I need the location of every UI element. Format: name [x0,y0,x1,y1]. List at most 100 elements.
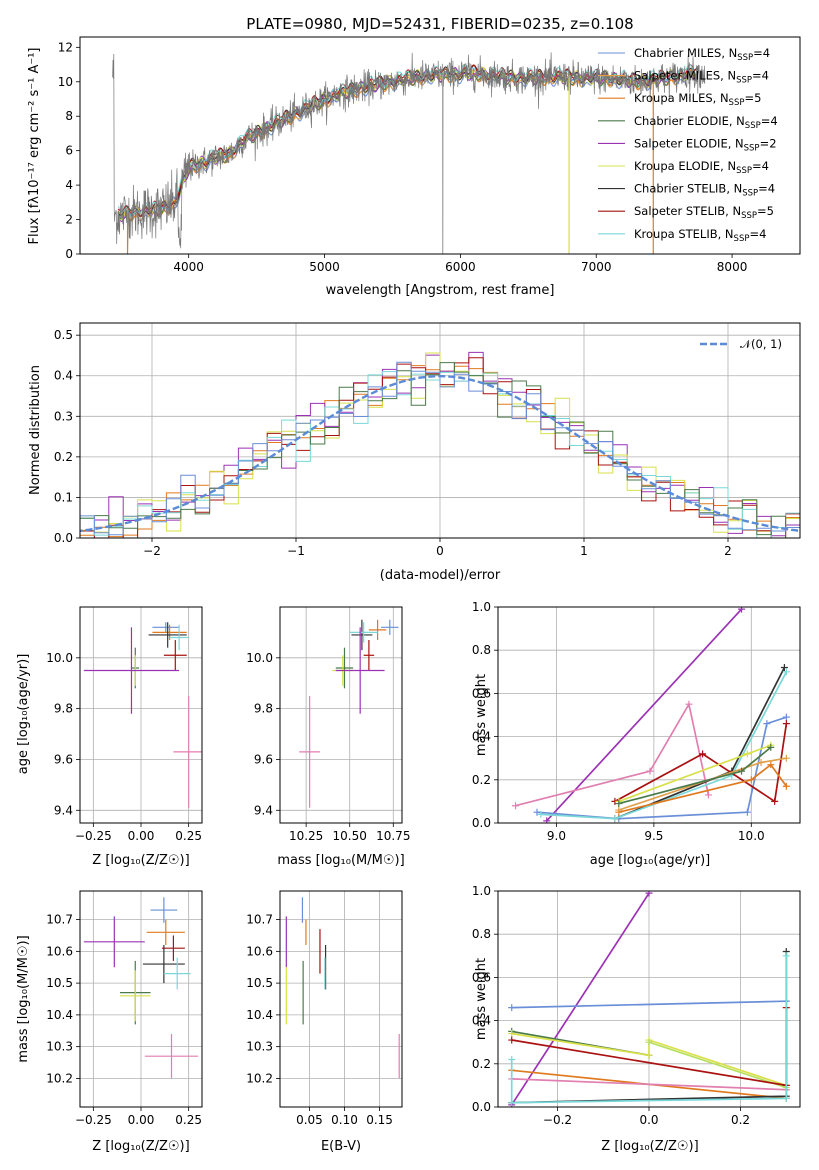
weight-marker [767,743,775,751]
legend-subscript: SSP [742,189,758,199]
legend-label: Salpeter MILES, NSSP=4 [634,69,769,86]
y-tick-label: 1.0 [472,884,491,898]
x-tick-label: 0.00 [128,1113,155,1127]
plot-marks [508,891,790,1107]
weight-marker [782,782,790,790]
legend-subscript: SSP [734,234,750,244]
y-tick-label: 0.0 [54,531,73,545]
y-tick-label: 0.3 [54,409,73,423]
weight-marker [615,800,623,808]
x-tick-label: −1 [287,544,305,558]
y-tick-label: 10.0 [246,651,273,665]
legend-label: Chabrier STELIB, NSSP=4 [634,182,775,199]
y-tick-label: 10.6 [46,944,73,958]
x-tick-label: −0.2 [543,1113,572,1127]
axes-frame [79,890,203,1108]
weight-marker [767,761,775,769]
weight-marker [508,1099,516,1107]
weight-marker [537,810,545,818]
z-age-panel: −0.25 0.00 0.25 9.4 9.6 9.8 10.0 [46,606,203,843]
legend-suffix: =5 [757,204,774,218]
x-tick-label: 0.10 [331,1113,358,1127]
legend-subscript: SSP [745,121,761,131]
x-tick-label: 2 [724,544,732,558]
weight-marker [782,713,790,721]
y-tick-label: 0.4 [472,730,491,744]
weight-line-1 [510,892,650,1106]
y-tick-label: 10 [58,75,73,89]
y-tick-label: 10.2 [46,1071,73,1085]
weight-marker [611,815,619,823]
plot-marks [83,622,202,808]
z-mass-ylabel: mass [log₁₀(M/M☉)] [16,935,31,1062]
ebv-mass-xlabel: E(B-V) [321,1139,361,1154]
spectrum-panel: PLATE=0980, MJD=52431, FIBERID=0235, z=0… [27,15,801,298]
plot-marks [83,897,199,1079]
ebv-mass-panel: 0.05 0.10 0.15 10.2 10.3 10.4 10.5 10.6 10.7 [246,890,403,1127]
weight-marker [743,808,751,816]
y-tick-label: 0.6 [472,970,491,984]
residuals-panel: −2 −1 0 1 2 0.0 0.1 0.2 0.3 0.4 0.5 (data-model)/e… [28,322,801,583]
y-tick-label: 0.8 [472,643,491,657]
y-tick-label: 9.8 [254,702,273,716]
residuals-xlabel: (data-model)/error [380,568,501,583]
y-tick-label: 0.4 [54,369,73,383]
weight-marker [508,1055,516,1063]
x-tick-label: 9.5 [644,829,663,843]
y-tick-label: 0.2 [472,1057,491,1071]
histogram-6 [80,362,800,538]
weight-line-10 [510,955,788,1104]
legend-suffix: =4 [749,227,766,241]
legend-suffix: =4 [752,159,769,173]
x-tick-label: 10.75 [376,829,410,843]
x-tick-label: 0.15 [366,1113,393,1127]
y-tick-label: 10.3 [46,1040,73,1054]
y-tick-label: 0.0 [472,1100,491,1114]
age-weight-ylabel: mass weight [474,674,489,756]
y-tick-label: 10.3 [246,1040,273,1054]
y-tick-label: 10.2 [246,1071,273,1085]
y-tick-label: 0 [65,247,73,261]
y-tick-label: 6 [65,144,73,158]
x-tick-label: 0.05 [296,1113,323,1127]
y-tick-label: 0.5 [54,328,73,342]
residuals-plot: −2 −1 0 1 2 0.0 0.1 0.2 0.3 0.4 0.5 [54,322,801,558]
residuals-ylabel: Normed distribution [28,365,43,495]
z-mass-panel: −0.25 0.00 0.25 10.2 10.3 10.4 10.5 10.6 10.7 [46,890,203,1127]
legend-subscript: SSP [744,143,760,153]
x-tick-label: 0 [436,544,444,558]
axes-frame [279,890,403,1108]
y-tick-label: 0.8 [472,927,491,941]
legend-subscript: SSP [737,53,753,63]
weight-marker [743,750,751,758]
age-weight-panel: 9.0 9.5 10.0 0.0 0.2 0.4 0.6 0.8 1.0 [472,600,801,843]
x-tick-label: −0.25 [75,829,112,843]
spectrum-title: PLATE=0980, MJD=52431, FIBERID=0235, z=0… [246,15,633,33]
weight-marker [747,776,755,784]
z-weight-xlabel: Z [log₁₀(Z/Z☉)] [601,1139,698,1154]
age-weight-xlabel: age [log₁₀(age/yr)] [590,853,711,868]
gaussian-reference-line [80,375,800,533]
y-tick-label: 9.4 [254,803,273,817]
x-tick-label: 4000 [173,260,204,274]
y-tick-label: 2 [65,213,73,227]
weight-line-8 [511,1078,787,1091]
axes-frame [79,322,801,539]
spectrum-legend: Chabrier MILES, NSSP=4 Salpeter MILES, NS… [598,46,778,244]
x-tick-label: 10.0 [738,829,765,843]
weight-marker [508,1036,516,1044]
legend-suffix: =4 [761,114,778,128]
weight-marker [782,720,790,728]
spectrum-xlabel: wavelength [Angstrom, rest frame] [326,283,555,298]
weight-marker [782,668,790,676]
z-weight-ylabel: mass weight [474,958,489,1040]
legend-label: Chabrier ELODIE, NSSP=4 [634,114,778,131]
weight-marker [645,1051,653,1059]
y-tick-label: 9.8 [54,702,73,716]
legend-label: Kroupa ELODIE, NSSP=4 [634,159,769,176]
axes-frame [279,606,403,824]
weight-marker [771,797,779,805]
y-tick-label: 10.5 [246,976,273,990]
x-tick-label: −2 [143,544,161,558]
